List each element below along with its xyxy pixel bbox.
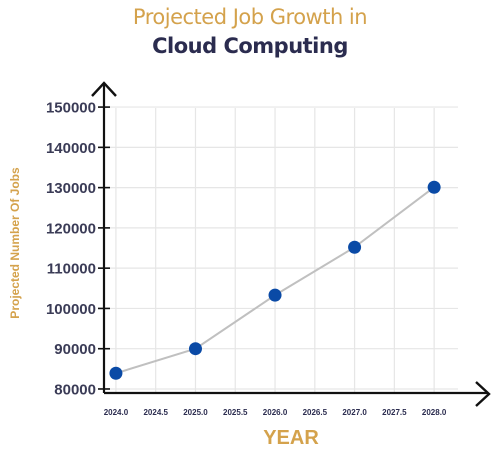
- grid: [104, 106, 458, 393]
- x-tick-label: 2026.0: [263, 408, 288, 417]
- x-tick-label: 2027.5: [382, 408, 407, 417]
- y-tick-label: 130000: [46, 180, 96, 197]
- y-tick-label: 90000: [54, 341, 96, 358]
- x-axis-arrow-icon: [475, 381, 491, 407]
- y-tick-label: 150000: [46, 100, 96, 117]
- series: [109, 180, 441, 380]
- x-tick-label: 2024.0: [104, 408, 129, 417]
- y-axis-arrow-icon: [91, 81, 117, 97]
- x-tick-label: 2025.0: [183, 408, 208, 417]
- x-axis-label: YEAR: [263, 427, 319, 449]
- chart-title-line1: Projected Job Growth in: [132, 5, 368, 29]
- chart-title-line2: Cloud Computing: [152, 34, 348, 58]
- x-tick-label: 2026.5: [303, 408, 328, 417]
- y-tick-label: 140000: [46, 140, 96, 157]
- y-ticks: 80000 90000 100000 110000 120000 130000 140000…: [46, 100, 96, 399]
- y-tick-label: 80000: [54, 381, 96, 398]
- data-point: [188, 342, 202, 356]
- axes: [91, 81, 491, 407]
- data-point: [268, 288, 282, 302]
- x-tick-label: 2028.0: [422, 408, 447, 417]
- x-tick-label: 2027.0: [342, 408, 367, 417]
- y-tick-label: 110000: [47, 261, 96, 278]
- data-point: [348, 240, 362, 254]
- x-tick-label: 2024.5: [143, 408, 168, 417]
- y-tick-label: 100000: [46, 301, 96, 318]
- y-tick-label: 120000: [46, 220, 96, 237]
- data-point: [427, 180, 441, 194]
- y-axis-label: Projected Number Of Jobs: [8, 167, 22, 319]
- x-ticks: 2024.0 2024.5 2025.0 2025.5 2026.0 2026.5 2027…: [104, 408, 447, 417]
- x-tick-label: 2025.5: [223, 408, 248, 417]
- data-point: [109, 366, 123, 380]
